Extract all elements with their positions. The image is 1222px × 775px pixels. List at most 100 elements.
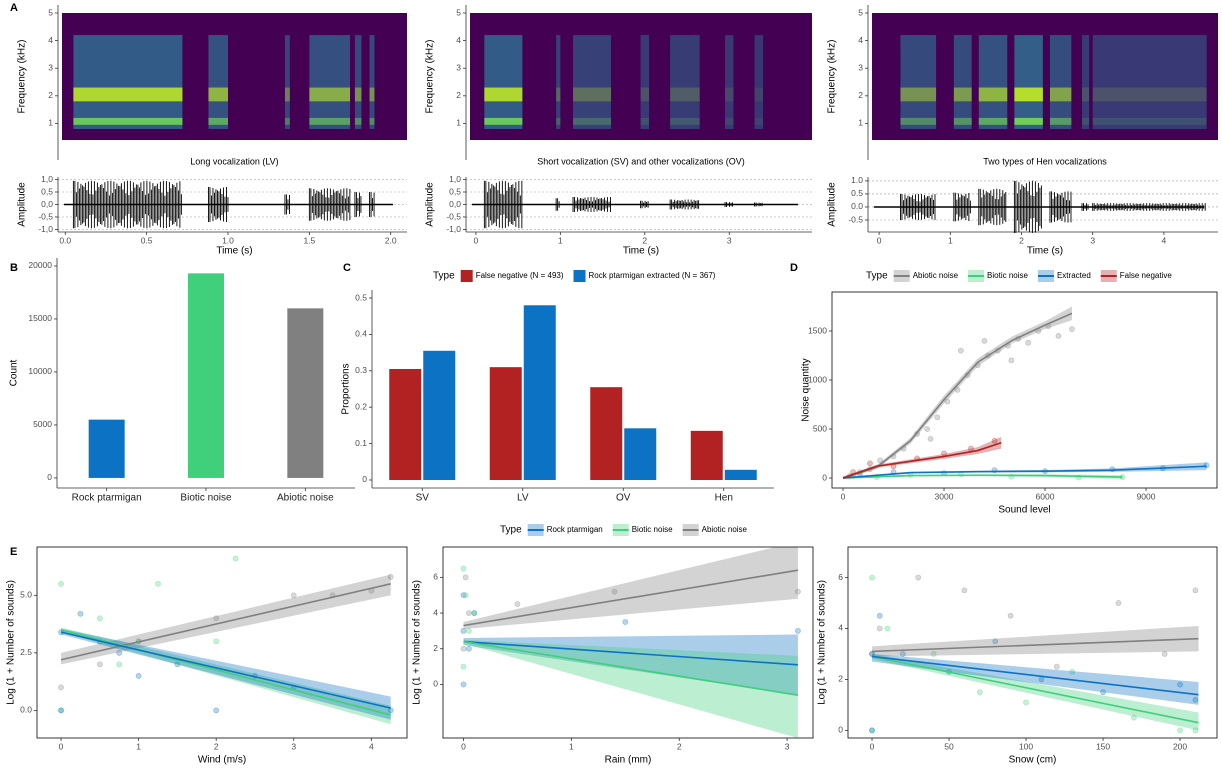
legend-label: Biotic noise	[632, 525, 673, 534]
y-tick-label: 5.0	[20, 590, 32, 600]
y-tick-label: 0	[822, 472, 827, 482]
point	[927, 435, 934, 442]
spectrogram-harmonic	[573, 117, 612, 125]
waveform-burst	[1081, 203, 1089, 211]
waveform-burst	[284, 194, 290, 215]
fit-line	[842, 465, 1207, 479]
y-tick-label: 4	[456, 35, 461, 45]
y-tick-label: 1,0	[449, 174, 461, 184]
point	[915, 574, 922, 581]
spectrogram-energy	[1014, 35, 1043, 129]
fit-line	[871, 637, 1199, 653]
legend-label: Rock ptarmigan extracted (N = 367)	[589, 271, 716, 280]
x-tick-label: 4	[369, 741, 374, 751]
spectrogram-harmonic	[640, 87, 650, 102]
panel-title: Long vocalization (LV)	[190, 156, 278, 166]
spectrogram-harmonic	[725, 117, 734, 125]
x-axis-label: Sound level	[998, 505, 1050, 516]
point	[471, 610, 478, 616]
y-axis-label: Log (1 + Number of sounds)	[817, 580, 828, 705]
fit-line	[871, 655, 1199, 724]
y-tick-label: 4	[838, 623, 843, 633]
x-tick-label: 9000	[1137, 491, 1156, 501]
waveform-burst	[572, 197, 611, 212]
y-tick-label: 2	[48, 90, 53, 100]
y-tick-label: 2	[456, 90, 461, 100]
point	[1007, 612, 1014, 619]
waveform-burst	[640, 200, 649, 209]
confidence-band	[843, 436, 1002, 480]
point	[954, 386, 961, 393]
spectrogram-harmonic	[953, 117, 972, 125]
x-tick-label: 0	[841, 491, 846, 501]
plot-border	[847, 546, 1218, 739]
point	[471, 610, 478, 616]
y-axis-label: Proportions	[341, 363, 352, 414]
spectrogram-harmonic	[73, 87, 183, 102]
bar	[724, 469, 757, 480]
y-tick-label: -0,5	[38, 211, 53, 221]
point	[981, 337, 988, 344]
fit-line	[60, 629, 391, 716]
legend-title: Type	[866, 271, 888, 282]
y-tick-label: 0	[47, 472, 52, 482]
spectrogram-harmonic	[1082, 117, 1090, 125]
point	[213, 638, 220, 645]
y-axis-label: Frequency (kHz)	[827, 40, 838, 114]
y-tick-label: 0	[433, 679, 438, 689]
x-tick-label: 0	[877, 235, 882, 245]
spectrogram-harmonic	[1092, 117, 1207, 125]
point	[465, 645, 472, 652]
point	[877, 457, 883, 464]
confidence-band	[463, 547, 798, 630]
confidence-band	[61, 574, 391, 665]
x-tick-label: 4	[1162, 235, 1167, 245]
spectrogram-harmonic	[754, 117, 764, 125]
spectrogram-energy	[354, 35, 362, 129]
legend-label: Abiotic noise	[913, 271, 959, 280]
spectrogram-harmonic	[1092, 87, 1207, 102]
y-tick-label: 0,0	[41, 199, 53, 209]
point	[794, 627, 801, 634]
spectrogram-harmonic	[556, 87, 561, 102]
y-tick-label: 1500	[808, 325, 827, 335]
point	[992, 638, 999, 645]
legend-label: Rock ptarmigan	[547, 525, 603, 534]
x-axis-label: Time (s)	[623, 246, 659, 257]
point	[116, 661, 123, 668]
y-tick-label: -0,5	[446, 211, 461, 221]
point	[884, 625, 891, 632]
spectrogram-harmonic	[208, 117, 228, 125]
bar	[523, 305, 556, 480]
panel-label: B	[10, 262, 18, 274]
spectrogram-energy	[978, 35, 1008, 129]
y-tick-label: 15000	[28, 313, 52, 323]
point	[213, 707, 220, 714]
y-axis-label: Log (1 + Number of sounds)	[412, 580, 423, 705]
legend-label: False negative	[1120, 271, 1173, 280]
y-axis-label: Noise quantity	[801, 358, 812, 421]
x-tick-label: Biotic noise	[180, 493, 232, 504]
spectrogram-harmonic	[953, 87, 972, 102]
x-axis-label: Rain (mm)	[605, 755, 652, 766]
point	[1192, 696, 1199, 703]
y-tick-label: 0,0	[449, 199, 461, 209]
y-tick-label: -1,0	[446, 224, 461, 234]
x-tick-label: 2	[642, 235, 647, 245]
confidence-band	[463, 634, 798, 696]
waveform-burst	[483, 180, 523, 229]
x-tick-label: Hen	[715, 493, 733, 504]
spectrogram-harmonic	[208, 87, 228, 102]
y-tick-label: 5	[456, 7, 461, 17]
waveform-burst	[900, 193, 936, 221]
x-tick-label: 3	[727, 235, 732, 245]
legend-title: Type	[500, 525, 522, 536]
spectrogram-harmonic	[670, 87, 700, 102]
y-tick-label: 2.5	[20, 647, 32, 657]
point	[514, 601, 521, 608]
waveform-burst	[953, 192, 971, 222]
y-tick-label: 4	[48, 35, 53, 45]
spectrogram-energy	[573, 35, 612, 129]
waveform-burst	[754, 202, 763, 207]
